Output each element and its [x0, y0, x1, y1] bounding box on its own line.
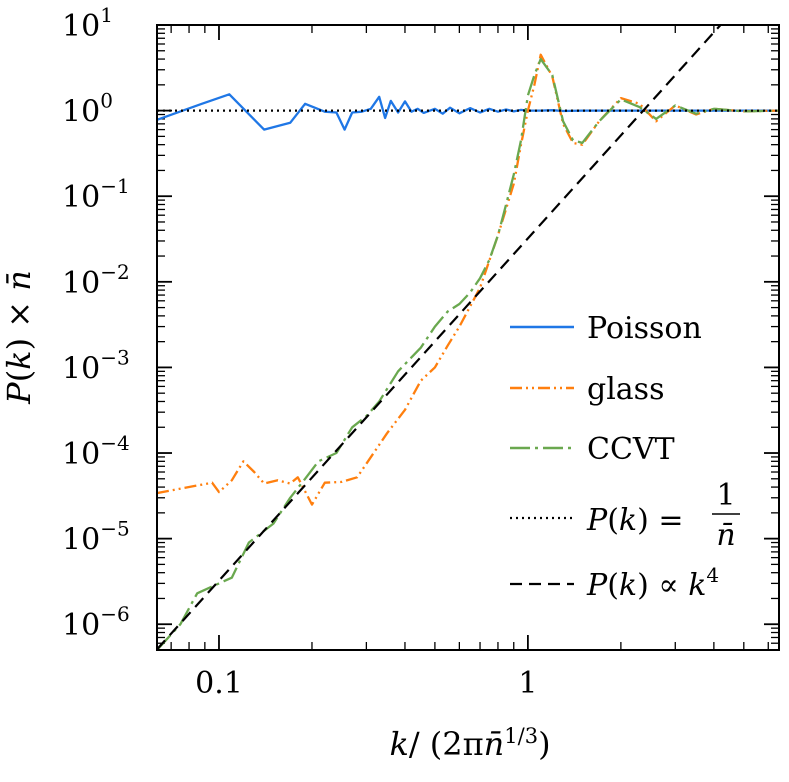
legend: Poisson glass CCVT P(k) = 1 n̄ P(k) ∝ k4: [510, 311, 740, 603]
y-tick-labels: 101 100 10−1 10−2 10−3 10−4 10−5 10−6: [62, 3, 130, 643]
x-tick-label: 0.1: [195, 666, 243, 701]
y-tick-label: 10−1: [62, 174, 130, 215]
legend-label-poisson: Poisson: [587, 311, 702, 346]
legend-label-poisson-level: P(k) = 1 n̄: [586, 478, 740, 553]
series-k4: [157, 25, 722, 650]
svg-text:1: 1: [716, 478, 735, 513]
series-layer: [157, 25, 779, 650]
svg-text:n̄: n̄: [716, 518, 735, 553]
x-tick-labels: 0.1 1: [195, 666, 537, 701]
legend-label-k4: P(k) ∝ k4: [586, 563, 719, 603]
y-tick-label: 10−6: [62, 602, 130, 643]
y-tick-label: 10−5: [62, 517, 130, 558]
plot-frame: [156, 24, 780, 651]
y-tick-label: 10−3: [62, 345, 130, 386]
x-tick-label: 1: [518, 666, 537, 701]
y-axis-label: P(k) × n̄: [0, 270, 38, 405]
series-glass: [157, 53, 779, 506]
svg-text:P(k) =: P(k) =: [586, 503, 683, 538]
y-tick-label: 101: [62, 3, 113, 44]
x-axis-label: k/ (2πn̄1/3): [389, 724, 550, 763]
series-ccvt: [157, 57, 779, 650]
minor-ticks: [157, 25, 779, 651]
y-tick-label: 100: [62, 89, 113, 130]
legend-label-glass: glass: [587, 372, 664, 407]
y-tick-label: 10−4: [62, 431, 130, 472]
legend-label-ccvt: CCVT: [587, 432, 675, 467]
y-tick-label: 10−2: [62, 260, 130, 301]
